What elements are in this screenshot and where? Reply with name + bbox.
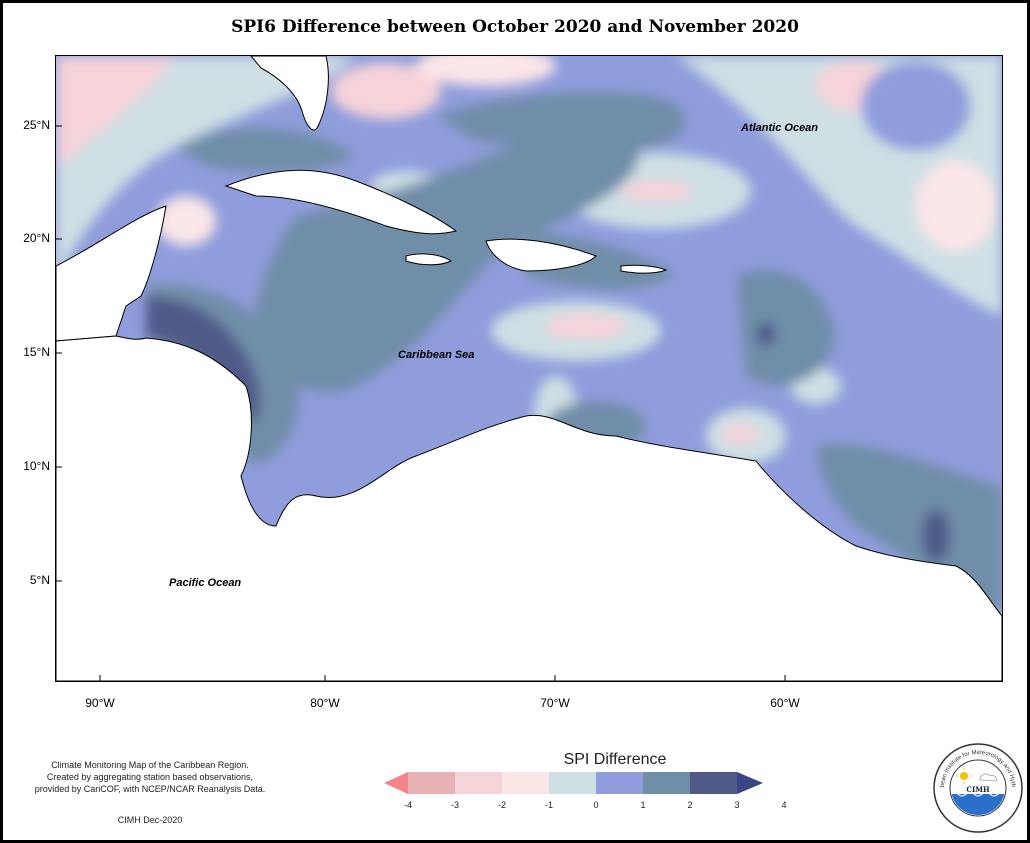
credit-line-2: Created by aggregating station based obs… [46,772,254,782]
logo-emblem [951,768,1005,815]
legend-swatch-6 [643,772,690,794]
cimh-logo: Caribbean Institute for Meteorology and … [932,742,1023,833]
legend-swatch-3 [502,772,549,794]
legend-tick-label: -3 [451,800,459,810]
credit-date: CIMH Dec-2020 [117,815,183,825]
legend-tick-label: 1 [640,800,645,810]
legend-title: SPI Difference [563,751,667,768]
credit-line-3: provided by CariCOF, with NCEP/NCAR Rean… [34,784,266,794]
spi-map[interactable]: Atlantic Ocean Caribbean Sea Pacific Oce… [55,55,1003,682]
water-icon [951,794,1005,815]
land-masses [56,56,1002,681]
legend-tick-label: -1 [545,800,553,810]
lat-label-15n: 15°N [23,345,50,359]
lon-label-80w: 80°W [310,696,340,710]
sun-rays-icon [956,768,972,784]
legend-tick-label: -2 [498,800,506,810]
lon-label-70w: 70°W [540,696,570,710]
legend-swatch-8 [737,772,763,794]
yucatan [56,205,167,342]
credit-line-1: Climate Monitoring Map of the Caribbean … [51,760,249,770]
label-caribbean-sea: Caribbean Sea [398,349,474,361]
map-credit: Climate Monitoring Map of the Caribbean … [20,759,280,795]
lon-label-90w: 90°W [85,696,115,710]
cuba [224,169,458,235]
legend-swatch-1 [408,772,455,794]
lat-label-5n: 5°N [29,573,50,587]
legend-tick-label: 0 [593,800,598,810]
logo-name: CIMH [966,785,990,794]
puerto-rico [620,264,668,274]
legend-tick-label: 3 [734,800,739,810]
south-central-america [56,335,1002,681]
map-canvas: Atlantic Ocean Caribbean Sea Pacific Oce… [56,56,1002,681]
sun-icon [960,772,968,780]
label-atlantic-ocean: Atlantic Ocean [740,122,818,134]
map-title: SPI6 Difference between October 2020 and… [231,17,799,37]
legend-swatch-0 [384,772,408,794]
cloud-icon [979,773,997,782]
lat-label-25n: 25°N [23,118,50,132]
legend-swatch-5 [596,772,643,794]
jamaica [405,253,452,266]
legend-tick-label: 2 [687,800,692,810]
graticule-ticks [56,125,786,681]
legend-tick-label: 4 [781,800,786,810]
legend-tick-label: -4 [404,800,412,810]
legend-swatch-2 [455,772,502,794]
lon-label-60w: 60°W [770,696,800,710]
lat-label-10n: 10°N [23,459,50,473]
legend-swatch-7 [690,772,737,794]
hispaniola [485,238,597,272]
lat-label-20n: 20°N [23,231,50,245]
spi-legend: -4 -3 -2 -1 0 1 2 3 4 [384,772,787,810]
florida [250,56,329,131]
legend-swatch-4 [549,772,596,794]
label-pacific-ocean: Pacific Ocean [169,577,241,589]
